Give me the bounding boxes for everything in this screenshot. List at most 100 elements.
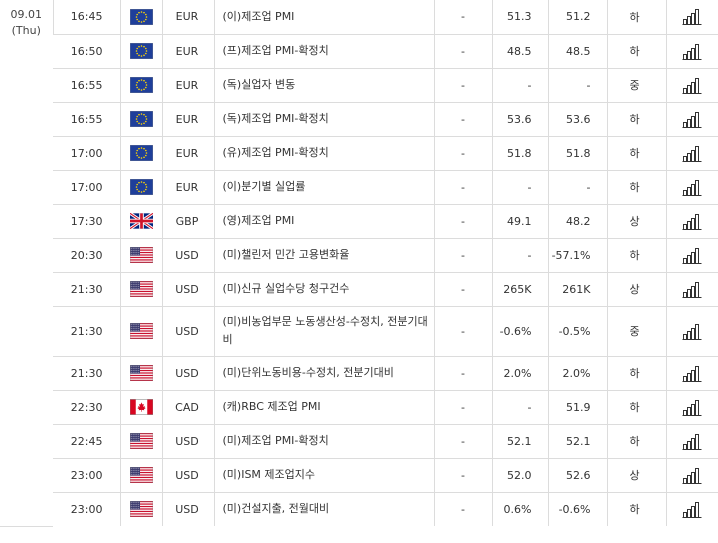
chart-cell[interactable] — [665, 34, 718, 69]
chart-cell[interactable] — [665, 204, 718, 239]
bar-chart-icon[interactable] — [682, 145, 702, 162]
currency-cell: EUR — [161, 34, 214, 69]
currency-cell: EUR — [161, 102, 214, 137]
importance-value: - — [461, 78, 465, 92]
flag-us-icon — [129, 280, 153, 298]
level-cell: 하 — [606, 34, 666, 69]
flag-cell — [119, 170, 162, 205]
chart-cell[interactable] — [665, 424, 718, 459]
bar-chart-icon[interactable] — [682, 501, 702, 518]
bar-chart-icon[interactable] — [682, 399, 702, 416]
chart-cell[interactable] — [665, 102, 718, 137]
actual-cell: - — [491, 68, 548, 103]
chart-cell[interactable] — [665, 238, 718, 273]
currency-code: EUR — [175, 146, 199, 160]
event-name: (미)건설지출, 전월대비 — [222, 502, 330, 516]
flag-gb-icon — [128, 212, 154, 230]
calendar-rows: 09.01 (Thu) 16:45 EUR (이)제조업 PMI - 51.3 51… — [0, 0, 718, 527]
bar-chart-icon[interactable] — [682, 365, 702, 382]
level-cell: 하 — [606, 238, 666, 273]
time-cell: 21:30 — [53, 306, 120, 357]
chart-cell[interactable] — [665, 306, 718, 357]
actual-value: - — [527, 248, 532, 262]
flag-cell — [119, 356, 162, 391]
forecast-cell: 48.5 — [547, 34, 607, 69]
event-name: (이)제조업 PMI — [222, 9, 295, 23]
event-name: (캐)RBC 제조업 PMI — [222, 400, 321, 413]
event-cell: (이)분기별 실업률 — [213, 170, 434, 205]
bar-chart-icon[interactable] — [682, 281, 702, 298]
flag-cell — [119, 272, 162, 307]
bar-chart-icon[interactable] — [682, 179, 702, 196]
actual-value: -0.6% — [499, 324, 532, 338]
event-time: 22:45 — [70, 434, 103, 448]
actual-cell: - — [491, 390, 548, 425]
forecast-cell: 51.8 — [547, 136, 607, 171]
forecast-value: -0.6% — [558, 502, 591, 516]
importance-cell: - — [433, 492, 492, 526]
bar-chart-icon[interactable] — [682, 77, 702, 94]
event-cell: (독)제조업 PMI-확정치 — [213, 102, 434, 137]
event-name: (미)ISM 제조업지수 — [222, 468, 316, 481]
level-cell: 상 — [606, 272, 666, 307]
bar-chart-icon[interactable] — [682, 213, 702, 230]
forecast-value: 51.2 — [566, 10, 591, 24]
importance-level: 하 — [629, 249, 640, 262]
actual-value: 0.6% — [503, 502, 532, 516]
actual-value: - — [527, 180, 532, 194]
table-row: 09.01 (Thu) 16:45 EUR (이)제조업 PMI - 51.3 51… — [0, 0, 718, 527]
forecast-value: - — [586, 180, 591, 194]
event-name: (독)제조업 PMI-확정치 — [222, 112, 329, 125]
bar-chart-icon[interactable] — [682, 323, 702, 340]
bar-chart-icon[interactable] — [682, 8, 702, 26]
actual-value: 49.1 — [507, 214, 532, 228]
importance-cell: - — [433, 68, 492, 103]
event-name: (영)제조업 PMI — [222, 214, 295, 227]
currency-cell: USD — [161, 306, 214, 357]
time-cell: 16:50 — [53, 34, 120, 69]
table-row: 20:30 USD (미)챌린저 민간 고용변화율 - - -57.1% 하 — [0, 238, 718, 273]
bar-chart-icon[interactable] — [682, 111, 702, 128]
flag-us-icon — [129, 432, 153, 450]
chart-cell[interactable] — [665, 356, 718, 391]
chart-cell[interactable] — [665, 68, 718, 103]
event-time: 22:30 — [70, 400, 103, 414]
importance-value: - — [461, 366, 465, 380]
forecast-value: 48.5 — [566, 44, 591, 58]
chart-cell[interactable] — [665, 458, 718, 493]
level-cell: 하 — [606, 492, 666, 526]
event-name: (미)제조업 PMI-확정치 — [222, 434, 329, 447]
level-cell: 하 — [606, 424, 666, 459]
chart-cell[interactable] — [665, 272, 718, 307]
bar-chart-icon[interactable] — [682, 43, 702, 60]
level-cell: 상 — [606, 204, 666, 239]
forecast-cell: - — [547, 170, 607, 205]
forecast-cell: -0.5% — [547, 306, 607, 357]
importance-value: - — [461, 146, 465, 160]
actual-cell: 52.1 — [491, 424, 548, 459]
currency-cell: GBP — [161, 204, 214, 239]
chart-cell[interactable] — [665, 390, 718, 425]
event-name: (유)제조업 PMI-확정치 — [222, 146, 329, 159]
bar-chart-icon[interactable] — [682, 467, 702, 484]
forecast-value: 53.6 — [566, 112, 591, 126]
table-row: 17:00 EUR (이)분기별 실업률 - - - 하 — [0, 170, 718, 205]
bar-chart-icon[interactable] — [682, 247, 702, 264]
forecast-cell: 2.0% — [547, 356, 607, 391]
importance-level: 하 — [629, 401, 640, 414]
chart-cell[interactable] — [665, 0, 718, 35]
chart-cell[interactable] — [665, 492, 718, 526]
flag-cell — [119, 68, 162, 103]
currency-code: EUR — [175, 78, 199, 92]
event-time: 20:30 — [70, 248, 103, 262]
currency-code: EUR — [175, 180, 199, 194]
event-time: 23:00 — [70, 468, 103, 482]
event-time: 16:55 — [70, 112, 103, 126]
actual-value: 265K — [503, 282, 532, 296]
currency-cell: EUR — [161, 170, 214, 205]
chart-cell[interactable] — [665, 136, 718, 171]
actual-value: 48.5 — [507, 44, 532, 58]
forecast-value: 51.9 — [566, 400, 591, 414]
bar-chart-icon[interactable] — [682, 433, 702, 450]
chart-cell[interactable] — [665, 170, 718, 205]
